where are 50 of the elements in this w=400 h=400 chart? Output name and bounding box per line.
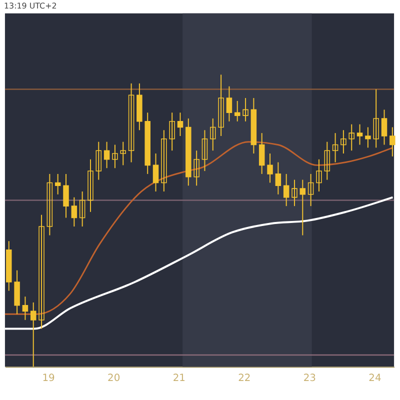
candlestick [300, 179, 306, 236]
candlestick [332, 132, 338, 163]
candlestick [46, 173, 53, 236]
x-tick-label: 23 [303, 373, 316, 384]
candlestick [234, 100, 240, 122]
candlestick [390, 126, 396, 157]
candlestick [381, 109, 388, 146]
candlestick [152, 153, 159, 192]
candlestick [258, 132, 265, 174]
candlestick [120, 141, 126, 166]
x-tick-label: 24 [368, 373, 382, 384]
candlestick [54, 173, 61, 195]
x-tick-label: 21 [172, 373, 186, 384]
candlestick [226, 86, 232, 122]
candlestick [373, 88, 379, 148]
candlestick [22, 296, 28, 320]
candlestick [38, 214, 44, 330]
candlestick [161, 130, 167, 192]
candlestick [88, 158, 94, 212]
candlestick [128, 82, 134, 163]
candlestick [275, 162, 282, 195]
candlestick [177, 112, 184, 136]
candlestick [267, 153, 273, 184]
candlestick [316, 158, 322, 192]
candlestick [218, 74, 224, 136]
candlestick [202, 130, 208, 172]
candlestick [242, 98, 248, 122]
candlestick [194, 150, 200, 186]
candlestick [210, 118, 216, 152]
candlestick [71, 196, 78, 228]
candlestick [340, 130, 346, 154]
candlestick [63, 173, 69, 218]
candlestick [30, 302, 36, 368]
candlestick [308, 173, 314, 207]
candlestick [96, 141, 102, 180]
x-tick-label: 19 [42, 373, 55, 384]
candlestick [365, 126, 371, 148]
candlestick [14, 270, 20, 315]
candlestick [169, 112, 175, 152]
x-tick-label: 20 [108, 373, 120, 384]
candlestick [348, 124, 354, 152]
candlestick [112, 144, 118, 169]
x-tick-label: 22 [238, 373, 251, 384]
candlestick [79, 190, 86, 228]
candlestick [356, 124, 363, 146]
text: 13:19 UTC+2 [4, 1, 57, 10]
candlestick [283, 173, 290, 207]
candlestick [324, 141, 330, 180]
candlestick [104, 141, 110, 169]
candlestick [292, 179, 298, 207]
